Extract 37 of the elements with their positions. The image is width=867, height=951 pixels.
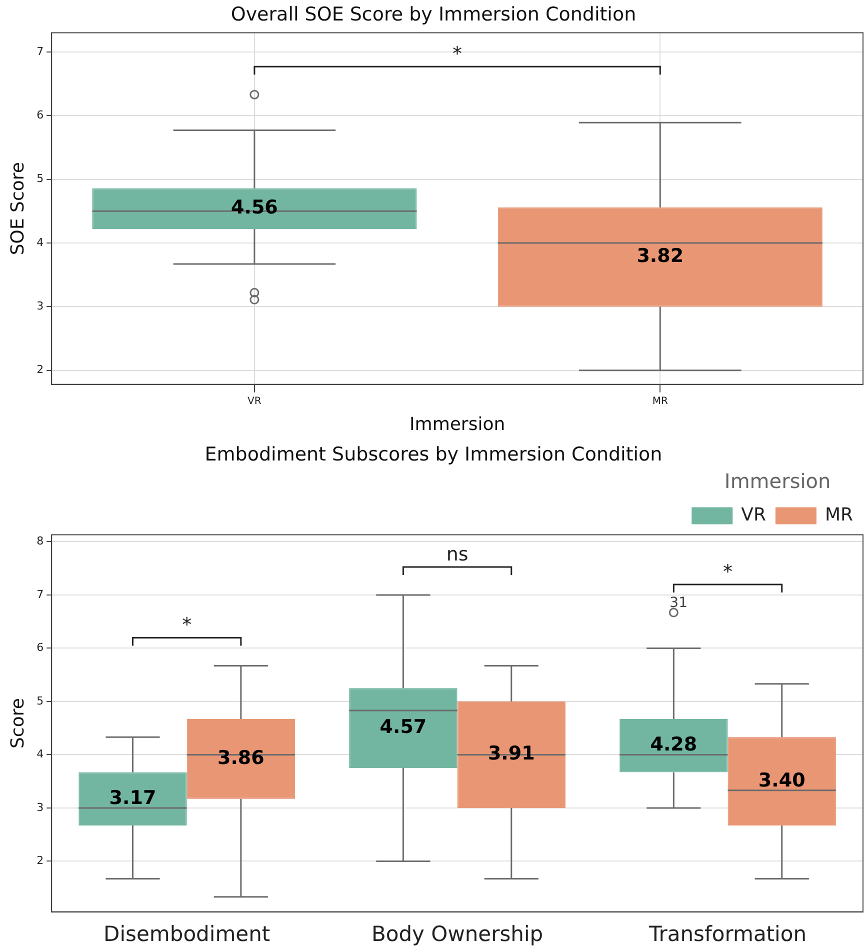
text: 4.56 xyxy=(231,196,278,219)
x-axis-title: Immersion xyxy=(409,414,506,435)
chart-title: Overall SOE Score by Immersion Condition xyxy=(230,3,636,26)
annotation: ns xyxy=(446,543,468,566)
y-tick-label: 5 xyxy=(36,172,44,186)
annotation: * xyxy=(452,43,462,66)
y-tick-label: 4 xyxy=(36,748,44,761)
y-tick-label: 7 xyxy=(36,44,44,58)
y-tick-label: 2 xyxy=(36,363,44,376)
x-tick-label: Transformation xyxy=(648,922,807,946)
text: 3.91 xyxy=(488,742,535,765)
legend-title: Immersion xyxy=(724,469,831,494)
y-tick-label: 7 xyxy=(36,588,44,601)
legend-label: MR xyxy=(824,504,854,526)
y-tick-label: 5 xyxy=(36,694,44,708)
text: 3.86 xyxy=(217,746,264,769)
annotation: 31 xyxy=(670,595,688,612)
y-tick-label: 6 xyxy=(36,108,44,122)
y-axis-title: SOE Score xyxy=(7,162,28,256)
text: 3.82 xyxy=(636,244,684,267)
text: 3.17 xyxy=(109,786,156,809)
y-tick-label: 3 xyxy=(36,800,44,814)
y-tick-label: 6 xyxy=(36,641,44,654)
legend-label: VR xyxy=(741,504,766,526)
y-tick-label: 8 xyxy=(36,534,44,548)
x-tick-label: Body Ownership xyxy=(371,922,544,946)
text: 4.57 xyxy=(380,716,427,738)
y-tick-label: 4 xyxy=(36,236,44,249)
annotation: * xyxy=(723,560,733,583)
y-tick-label: 3 xyxy=(36,300,44,313)
text: 3.40 xyxy=(758,769,806,792)
x-tick-label: Disembodiment xyxy=(104,922,270,946)
annotation: * xyxy=(182,614,192,636)
y-axis-title: Score xyxy=(7,698,28,749)
text: 4.28 xyxy=(650,734,698,756)
y-tick-label: 2 xyxy=(36,854,44,868)
chart-title: Embodiment Subscores by Immersion Condition xyxy=(204,443,662,466)
